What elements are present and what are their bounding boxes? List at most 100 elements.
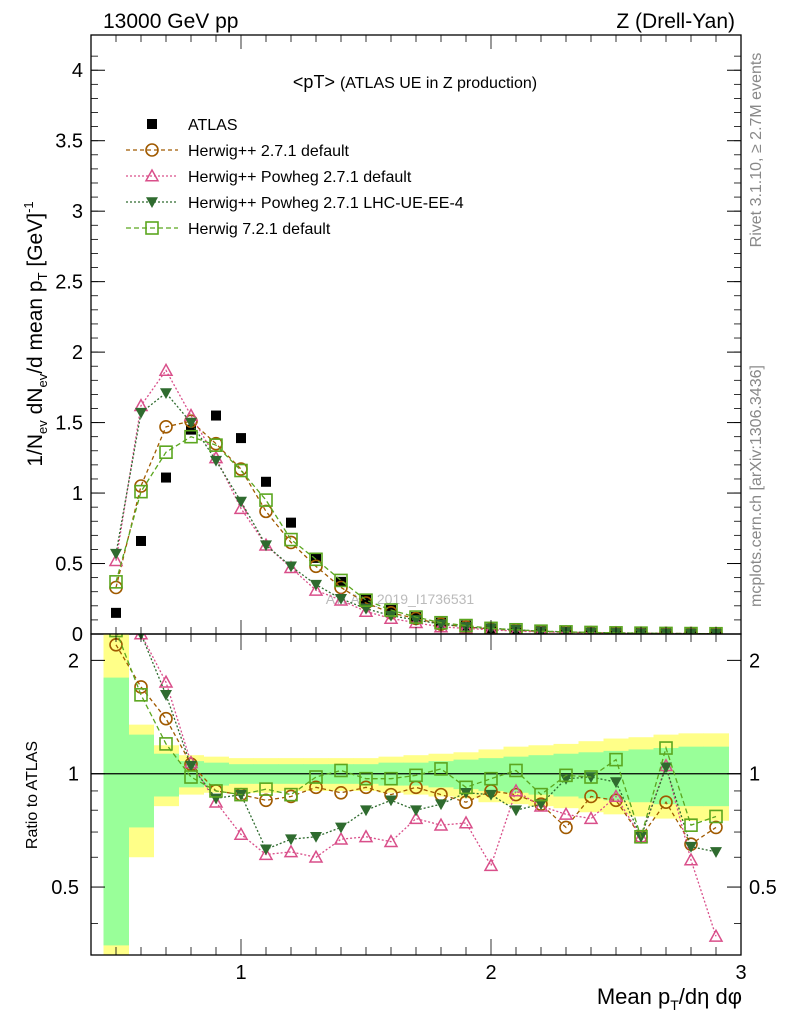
main-point: [109, 575, 123, 589]
main-point: [309, 552, 323, 567]
main-point: [110, 548, 122, 560]
ratio-ytick-label: 1: [68, 764, 79, 786]
legend-label: Herwig++ Powheg 2.7.1 default: [188, 169, 412, 186]
main-point: [310, 579, 322, 591]
ratio-point: [558, 806, 574, 820]
ratio-point: [434, 762, 448, 776]
main-ytick-label: 4: [72, 60, 83, 82]
main-point: [359, 593, 373, 607]
legend-marker: [145, 143, 159, 157]
ratio-point: [385, 795, 397, 807]
ratio-band-inner: [103, 677, 129, 946]
main-point: [335, 593, 347, 605]
main-point: [161, 472, 171, 483]
main-ytick-label: 0: [72, 624, 83, 646]
ratio-point: [410, 805, 422, 817]
legend-marker: [146, 197, 158, 208]
ratio-point: [285, 834, 297, 846]
ratio-ytick-label-right: 2: [749, 650, 760, 672]
main-point: [136, 535, 146, 546]
main-point: [111, 607, 121, 618]
main-point: [308, 582, 324, 596]
ratio-point: [383, 834, 399, 848]
main-point: [261, 476, 271, 487]
ratio-point: [159, 711, 173, 726]
main-point: [309, 559, 323, 574]
ratio-xtick-label: 1: [235, 962, 246, 984]
ratio-plot-background: [91, 634, 741, 955]
main-point: [235, 496, 247, 508]
main-point: [283, 560, 299, 574]
ratio-band-inner: [603, 750, 629, 801]
main-plot-axes: 0 0.5 1 1.5 2 2.5 3 3.5 4: [55, 34, 742, 646]
xlabel: Mean pT/dη dφ: [597, 984, 742, 1013]
ratio-band-inner: [678, 746, 704, 807]
ratio-series-line: [116, 634, 717, 840]
main-point: [134, 484, 148, 499]
main-point: [410, 615, 422, 626]
ratio-ytick-label-right: 1: [749, 764, 760, 786]
main-point: [135, 407, 147, 419]
ratio-band-inner: [153, 753, 179, 797]
ratio-point: [309, 780, 323, 795]
ratio-point: [258, 846, 274, 861]
main-point: [559, 625, 573, 634]
ratio-point: [185, 760, 197, 772]
process-label: Z (Drell-Yan): [616, 10, 735, 33]
ratio-point: [660, 762, 672, 774]
main-point: [159, 420, 173, 434]
ratio-point: [560, 773, 572, 785]
main-point: [236, 433, 246, 444]
main-ytick-label: 3: [72, 201, 83, 223]
ratio-band-inner: [503, 756, 529, 793]
ratio-point: [709, 820, 723, 835]
ratio-point: [508, 783, 524, 797]
ratio-point: [334, 785, 348, 800]
legend-entry-4: Herwig 7.2.1 default: [126, 221, 331, 238]
ratio-point: [358, 829, 374, 843]
main-ytick-label: 1.5: [55, 413, 83, 435]
ratio-point: [433, 817, 449, 831]
main-ytick-label: 0.5: [55, 554, 83, 576]
ratio-band-inner: [628, 749, 654, 803]
legend-entry-1: Herwig++ 2.7.1 default: [126, 143, 350, 160]
main-point: [158, 362, 174, 376]
ratio-point: [534, 787, 548, 802]
ratio-point: [259, 793, 273, 808]
ratio-point: [184, 770, 198, 784]
ratio-point: [483, 858, 499, 872]
legend-marker: [147, 119, 157, 129]
ratio-point: [308, 849, 324, 863]
ratio-point: [159, 737, 173, 751]
ratio-ylabel: Ratio to ATLAS: [24, 741, 41, 849]
ratio-point: [684, 818, 698, 832]
main-point: [285, 561, 297, 573]
ratio-point: [634, 829, 648, 844]
legend-entry-2: Herwig++ Powheg 2.7.1 default: [126, 168, 412, 186]
ratio-point: [708, 928, 724, 942]
ratio-plot-marks: [109, 634, 724, 942]
main-point: [334, 573, 348, 588]
main-point: [185, 417, 197, 429]
ratio-point: [359, 771, 373, 786]
ratio-point: [284, 787, 298, 802]
main-point: [609, 626, 623, 634]
ratio-point: [709, 809, 723, 824]
ratio-point: [685, 841, 697, 853]
main-point: [211, 410, 221, 421]
main-point: [361, 593, 371, 604]
ratio-band-inner: [478, 758, 504, 791]
ratio-point: [608, 788, 624, 803]
ratio-point: [584, 770, 598, 784]
main-point: [358, 603, 374, 617]
main-point: [284, 532, 298, 547]
ratio-point: [134, 680, 148, 694]
rivet-label: Rivet 3.1.10, ≥ 2.7M events: [748, 53, 765, 248]
ratio-ytick-label: 0.5: [51, 877, 79, 899]
ratio-band-inner: [703, 746, 729, 807]
plot-title: <pT> (ATLAS UE in Z production): [293, 72, 537, 92]
ratio-point: [584, 789, 598, 804]
ratio-xtick-label: 2: [485, 962, 496, 984]
ratio-point: [310, 831, 322, 843]
main-point: [234, 463, 248, 478]
